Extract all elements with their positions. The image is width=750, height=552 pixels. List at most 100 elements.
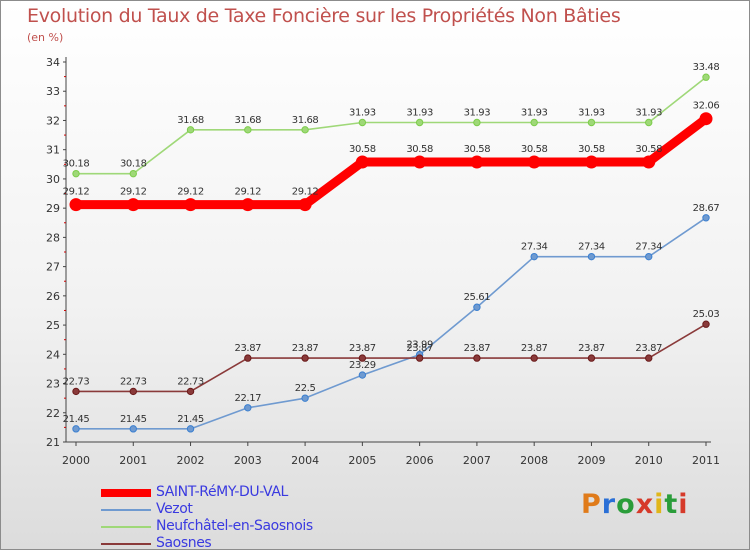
x-tick-label: 2005 [348,454,376,467]
y-tick-label: 21 [46,436,60,449]
data-label: 23.87 [292,343,319,354]
y-tick-label: 28 [46,231,60,244]
data-point [298,198,312,212]
data-point [244,354,252,362]
data-point [645,252,653,261]
data-point [645,118,653,127]
series-line-2 [75,76,707,175]
logo-letter: t [664,489,679,520]
data-point [473,354,481,362]
data-label: 23.87 [234,343,261,354]
data-label: 25.03 [693,309,720,320]
data-label: 31.93 [578,108,605,119]
logo-letter: x [635,489,655,520]
x-tick-label: 2008 [520,454,548,467]
x-tick-label: 2010 [635,454,663,467]
legend-swatch [101,543,151,545]
series-line-3 [75,323,707,393]
x-tick-label: 2002 [177,454,205,467]
data-point [699,112,713,126]
data-label: 30.58 [635,144,662,155]
x-tick-label: 2011 [692,454,720,467]
legend-swatch [101,509,151,511]
data-label: 31.93 [635,108,662,119]
data-point [702,214,710,222]
data-label: 29.12 [63,187,90,198]
data-point [415,354,424,362]
logo-letter: o [616,489,636,520]
data-label: 31.68 [177,115,204,126]
data-label: 29.12 [177,187,204,198]
data-point [72,387,80,396]
data-point [530,118,538,127]
data-point [584,155,598,169]
data-point [702,73,710,81]
series-line-0 [71,114,711,210]
data-point [301,354,309,362]
series-line-1 [75,217,707,430]
data-point [470,155,484,169]
data-point [473,303,481,311]
legend-label: SAINT-RéMY-DU-VAL [156,484,288,500]
x-tick-label: 2006 [406,454,434,467]
data-point [530,252,538,261]
data-label: 28.67 [693,203,720,214]
legend-label: Vezot [156,501,193,517]
y-tick-label: 31 [46,144,60,157]
data-point [587,118,596,127]
unit-label: (en %) [27,31,64,44]
data-point [473,118,481,127]
data-point [358,354,367,362]
data-point [413,155,427,169]
legend-label: Neufchâtel-en-Saosnois [156,518,313,534]
data-label: 31.68 [292,115,319,126]
data-label: 22.73 [120,376,147,387]
data-label: 23.87 [406,343,433,354]
legend-label: Saosnes [156,535,212,551]
y-tick-label: 24 [46,348,60,361]
data-label: 31.93 [464,108,491,119]
data-point [69,198,83,212]
data-point [530,354,538,362]
data-point [415,118,424,127]
data-label: 27.34 [578,242,605,253]
y-tick-label: 30 [46,173,60,186]
data-label: 21.45 [63,414,90,425]
data-label: 22.17 [234,393,261,404]
data-label: 23.87 [578,343,605,354]
data-label: 21.45 [177,414,204,425]
data-point [587,252,596,261]
logo-letter: i [678,489,689,520]
data-label: 30.58 [349,144,376,155]
data-label: 32.06 [693,101,720,112]
data-point [129,169,137,178]
y-tick-label: 23 [46,378,60,391]
data-label: 30.58 [406,144,433,155]
x-tick-label: 2009 [577,454,605,467]
data-label: 22.73 [63,376,90,387]
data-point [301,394,309,402]
data-label: 30.18 [63,159,90,170]
data-point [301,126,309,134]
data-label: 21.45 [120,414,147,425]
data-label: 30.58 [521,144,548,155]
x-tick-label: 2003 [234,454,262,467]
y-tick-label: 25 [46,319,60,332]
data-label: 30.18 [120,159,147,170]
data-point [244,126,252,134]
y-tick-label: 29 [46,202,60,215]
data-point [184,198,198,212]
data-label: 31.93 [349,108,376,119]
data-point [244,404,252,412]
data-label: 23.87 [464,343,491,354]
data-label: 29.12 [120,187,147,198]
logo-letter: i [654,489,665,520]
data-label: 29.12 [234,187,261,198]
data-label: 25.61 [464,292,491,303]
data-point [645,354,653,362]
data-point [129,425,137,433]
legend-swatch [101,526,151,528]
data-point [241,198,255,212]
